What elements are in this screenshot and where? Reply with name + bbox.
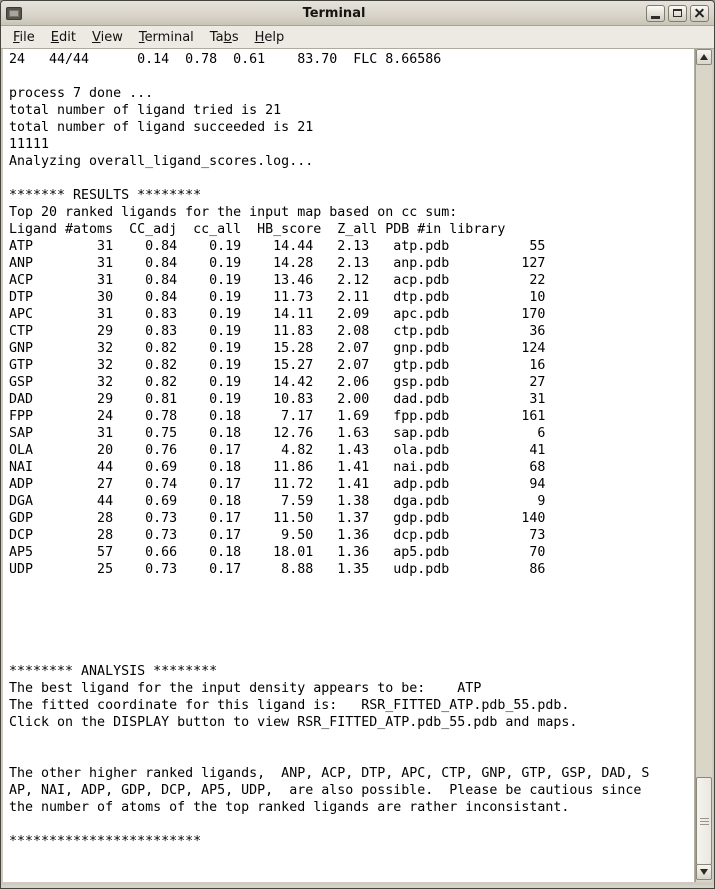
scrollbar-thumb[interactable] (696, 777, 712, 865)
minimize-icon (651, 15, 660, 19)
title-bar[interactable]: Terminal (1, 1, 714, 26)
menu-item-help[interactable]: Help (254, 29, 285, 45)
menu-item-file[interactable]: File (13, 29, 35, 45)
menu-item-terminal[interactable]: Terminal (138, 29, 194, 45)
window-controls (646, 4, 709, 22)
close-icon (694, 8, 705, 19)
down-arrow-icon (700, 869, 708, 875)
maximize-icon (673, 9, 682, 17)
window-title: Terminal (302, 5, 366, 21)
terminal-viewport[interactable]: 24 44/44 0.14 0.78 0.61 83.70 FLC 8.6658… (3, 49, 695, 882)
up-arrow-icon (700, 54, 708, 60)
menu-item-edit[interactable]: Edit (50, 29, 76, 45)
minimize-button[interactable] (646, 4, 665, 22)
maximize-button[interactable] (668, 4, 687, 22)
window-content: 24 44/44 0.14 0.78 0.61 83.70 FLC 8.6658… (1, 49, 714, 885)
terminal-output[interactable]: 24 44/44 0.14 0.78 0.61 83.70 FLC 8.6658… (9, 52, 650, 849)
scroll-up-button[interactable] (696, 49, 712, 65)
close-button[interactable] (690, 4, 709, 22)
menu-item-view[interactable]: View (91, 29, 123, 45)
menu-bar: File Edit View Terminal Tabs Help (1, 26, 714, 49)
menu-item-tabs[interactable]: Tabs (209, 29, 239, 45)
terminal-app-icon[interactable] (6, 6, 22, 20)
terminal-app-icon-screen (9, 9, 19, 17)
scroll-down-button[interactable] (696, 864, 712, 880)
vertical-scrollbar[interactable] (695, 49, 712, 882)
